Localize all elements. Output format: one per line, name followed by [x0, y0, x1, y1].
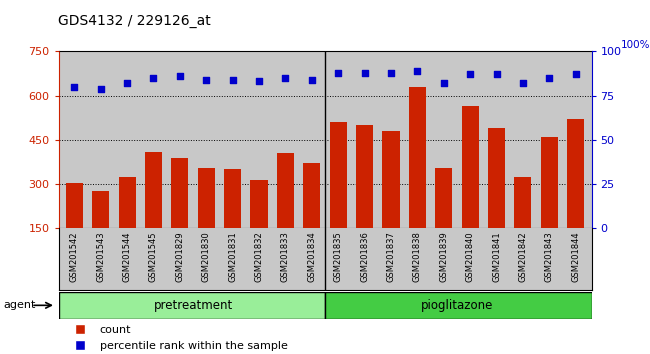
- Point: [254, 79, 265, 84]
- Bar: [514, 177, 532, 228]
- Text: GSM201544: GSM201544: [123, 232, 131, 282]
- Bar: [462, 106, 478, 228]
- Text: GSM201842: GSM201842: [519, 232, 527, 282]
- Text: GDS4132 / 229126_at: GDS4132 / 229126_at: [58, 14, 211, 28]
- Bar: [66, 183, 83, 228]
- Bar: [541, 137, 558, 228]
- Point: [544, 75, 554, 81]
- Bar: [435, 168, 452, 228]
- Text: GSM201837: GSM201837: [387, 232, 395, 282]
- Text: GSM201543: GSM201543: [96, 232, 105, 282]
- Bar: [92, 192, 109, 228]
- Point: [333, 70, 343, 75]
- Text: GSM201831: GSM201831: [228, 232, 237, 282]
- Text: GSM201841: GSM201841: [492, 232, 501, 282]
- Text: GSM201835: GSM201835: [333, 232, 343, 282]
- Bar: [382, 131, 400, 228]
- Text: GSM201840: GSM201840: [465, 232, 474, 282]
- Bar: [250, 180, 268, 228]
- Bar: [330, 122, 346, 228]
- Point: [359, 70, 370, 75]
- Text: agent: agent: [3, 300, 36, 310]
- Point: [227, 77, 238, 82]
- Point: [201, 77, 211, 82]
- Bar: [356, 125, 373, 228]
- Point: [491, 72, 502, 77]
- Point: [307, 77, 317, 82]
- Text: GSM201833: GSM201833: [281, 232, 290, 282]
- Point: [96, 86, 106, 91]
- Point: [280, 75, 291, 81]
- Point: [571, 72, 581, 77]
- Bar: [409, 87, 426, 228]
- Point: [175, 73, 185, 79]
- Legend: count, percentile rank within the sample: count, percentile rank within the sample: [64, 321, 292, 354]
- Bar: [198, 168, 215, 228]
- Text: GSM201836: GSM201836: [360, 232, 369, 282]
- Bar: [488, 128, 505, 228]
- Point: [69, 84, 79, 90]
- Text: GSM201838: GSM201838: [413, 232, 422, 282]
- Bar: [325, 292, 592, 319]
- Text: GSM201834: GSM201834: [307, 232, 317, 282]
- Bar: [118, 177, 136, 228]
- Text: pretreatment: pretreatment: [153, 299, 233, 312]
- Bar: [304, 164, 320, 228]
- Bar: [277, 153, 294, 228]
- Point: [517, 80, 528, 86]
- Text: GSM201844: GSM201844: [571, 232, 580, 282]
- Point: [148, 75, 159, 81]
- Bar: [58, 292, 325, 319]
- Point: [439, 80, 449, 86]
- Bar: [172, 158, 188, 228]
- Text: GSM201830: GSM201830: [202, 232, 211, 282]
- Point: [122, 80, 133, 86]
- Text: GSM201832: GSM201832: [255, 232, 263, 282]
- Bar: [145, 152, 162, 228]
- Point: [412, 68, 423, 74]
- Text: GSM201839: GSM201839: [439, 232, 448, 282]
- Text: GSM201545: GSM201545: [149, 232, 158, 282]
- Text: pioglitazone: pioglitazone: [421, 299, 493, 312]
- Text: GSM201829: GSM201829: [176, 232, 185, 282]
- Point: [465, 72, 475, 77]
- Text: 100%: 100%: [621, 40, 650, 50]
- Point: [385, 70, 396, 75]
- Text: GSM201843: GSM201843: [545, 232, 554, 282]
- Bar: [224, 169, 241, 228]
- Bar: [567, 119, 584, 228]
- Text: GSM201542: GSM201542: [70, 232, 79, 282]
